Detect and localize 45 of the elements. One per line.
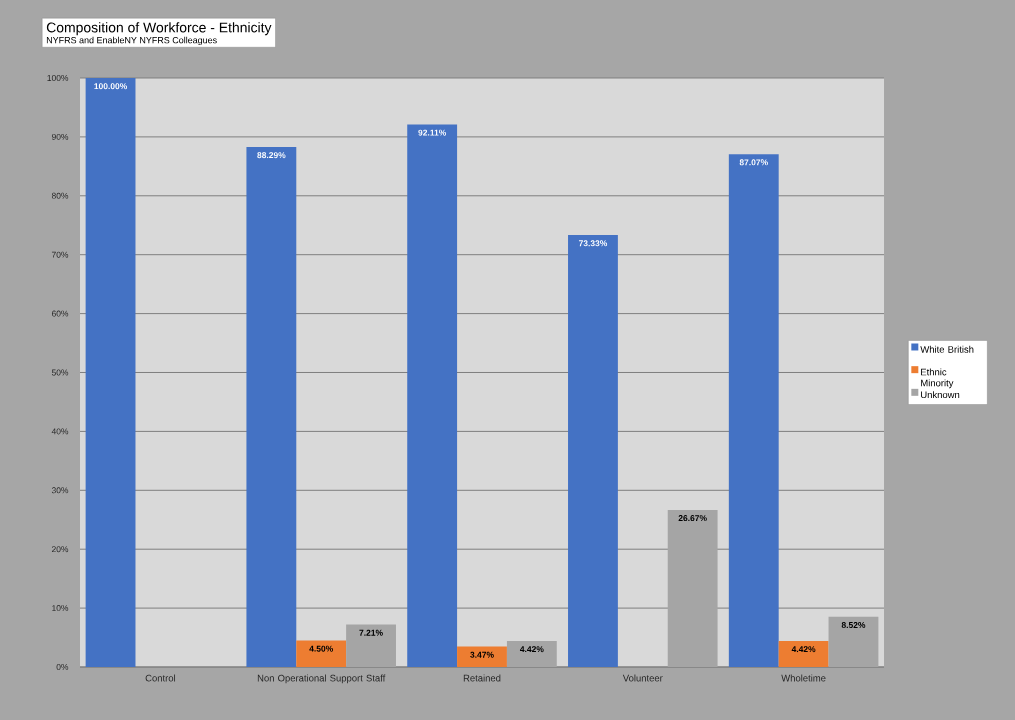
y-tick-label: 100% (47, 75, 69, 81)
y-tick-label: 80% (51, 192, 69, 199)
y-tick-label: 60% (51, 310, 69, 317)
bar (85, 77, 136, 667)
x-tick-label: Retained (463, 674, 501, 682)
legend-label: Unknown (921, 391, 960, 399)
y-tick-label: 0% (56, 664, 69, 670)
y-tick-label: 30% (51, 487, 69, 494)
y-tick-label: 20% (51, 546, 69, 553)
y-tick-label: 50% (51, 369, 69, 376)
data-label: 88.29% (257, 152, 286, 159)
data-label: 4.42% (519, 646, 544, 653)
data-label: 7.21% (359, 629, 383, 636)
data-label: 26.67% (678, 515, 707, 522)
x-tick-label: Non Operational Support Staff (257, 674, 386, 684)
bar (346, 624, 396, 667)
chart-subtitle: NYFRS and EnableNY NYFRS Colleagues (46, 36, 217, 46)
legend-label: White British (920, 345, 974, 353)
y-tick-label: 70% (51, 251, 69, 258)
bar (667, 509, 718, 667)
bar (457, 646, 507, 667)
bar (506, 640, 557, 667)
y-tick-label: 10% (52, 605, 69, 612)
x-tick-label: Volunteer (622, 674, 663, 682)
bar (728, 154, 779, 667)
y-tick-label: 40% (51, 428, 69, 435)
chart-title: Composition of Workforce - Ethnicity (46, 22, 272, 36)
x-tick-label: Wholetime (781, 674, 826, 682)
data-label: 4.42% (791, 646, 816, 653)
bar (568, 235, 618, 667)
bar (778, 640, 829, 667)
x-tick-label: Control (145, 674, 176, 682)
y-tick-label: 90% (51, 133, 69, 140)
bar (407, 124, 458, 667)
data-label: 8.52% (841, 622, 866, 629)
data-label: 87.07% (739, 159, 768, 166)
bar (296, 640, 347, 667)
bar (246, 146, 297, 667)
bar (828, 616, 879, 667)
data-label: 4.50% (309, 645, 333, 652)
data-label: 3.47% (470, 651, 494, 658)
data-label: 92.11% (418, 129, 447, 136)
data-label: 73.33% (578, 240, 608, 247)
data-label: 100.00% (94, 83, 128, 90)
legend-label: Ethnic Minority (921, 368, 954, 389)
